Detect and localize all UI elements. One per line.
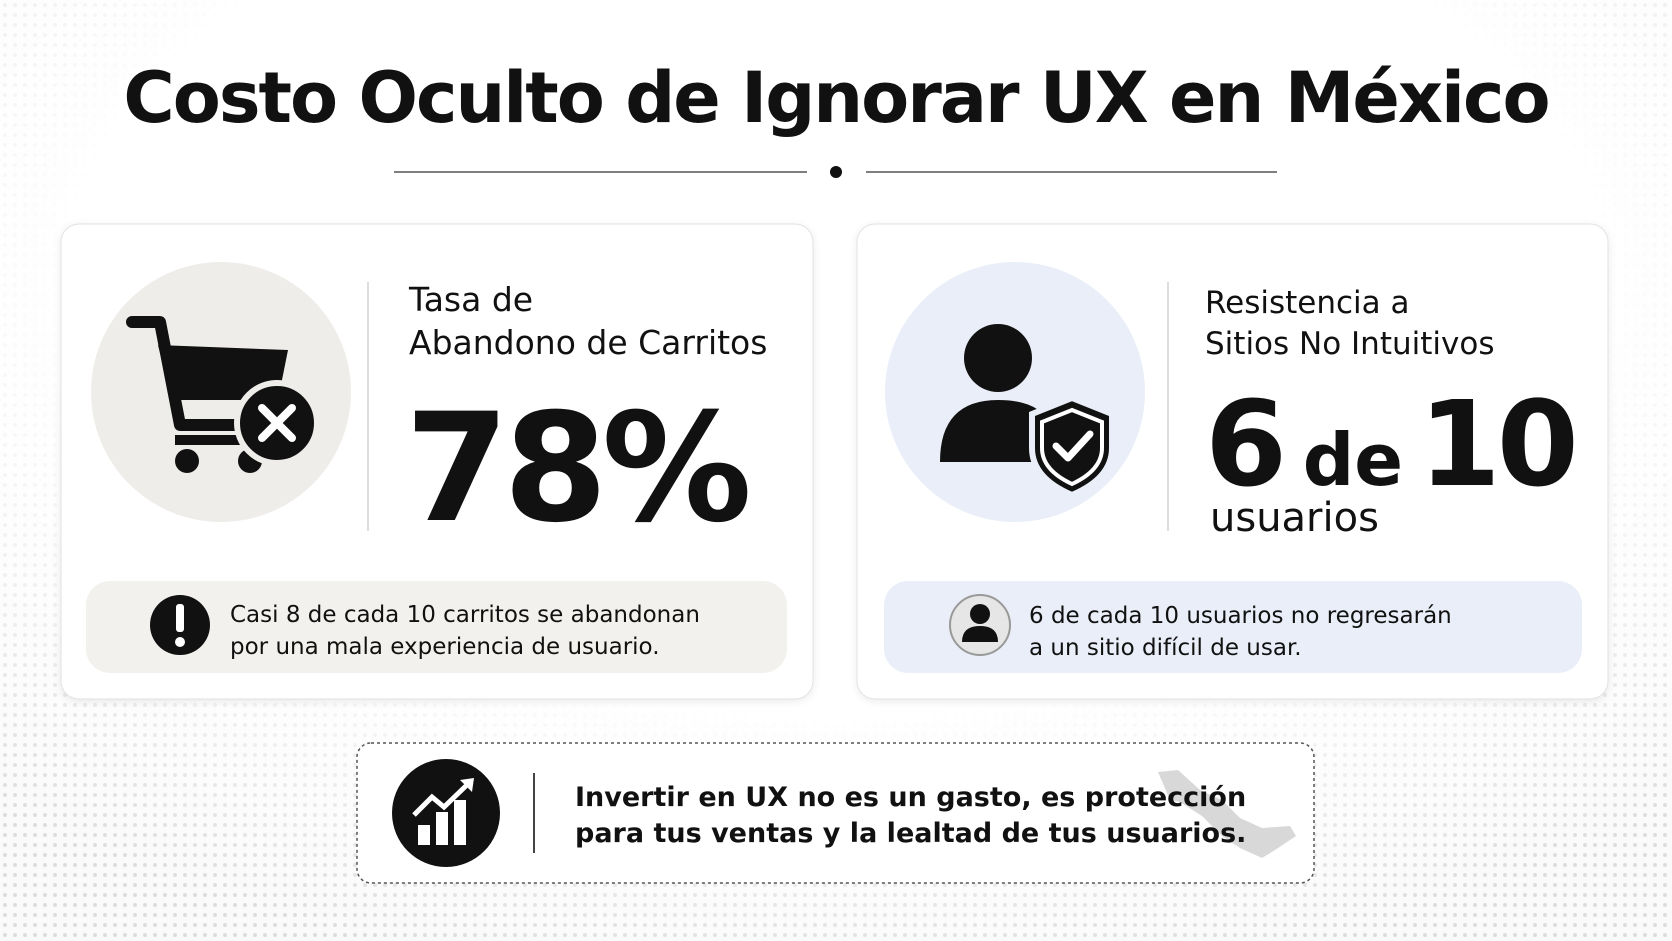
mexico-map xyxy=(1158,770,1296,858)
footer-text: para tus ventas y la lealtad de tus usua… xyxy=(575,818,1246,849)
note: Casi 8 de cada 10 carritos se abandonan xyxy=(230,602,700,628)
note: a un sitio difícil de usar. xyxy=(1029,635,1302,661)
user-shield-icon xyxy=(940,324,1115,499)
stat-part: de xyxy=(1303,418,1403,502)
card-title: Abandono de Carritos xyxy=(409,323,767,362)
note: por una mala experiencia de usuario. xyxy=(230,634,660,660)
stat-part: 6 xyxy=(1205,375,1287,513)
stat: 78% xyxy=(405,382,748,556)
stat-unit: usuarios xyxy=(1210,495,1379,541)
stat: 6 de 10 xyxy=(1205,375,1575,513)
growth-icon xyxy=(392,759,500,867)
title: Costo Oculto de Ignorar UX en México xyxy=(123,57,1548,139)
note-box xyxy=(86,581,787,673)
alert-icon xyxy=(150,595,210,655)
note: 6 de cada 10 usuarios no regresarán xyxy=(1029,603,1452,629)
divider-dot xyxy=(830,166,842,178)
user-icon xyxy=(949,594,1011,656)
card-title: Sitios No Intuitivos xyxy=(1205,326,1494,362)
icon-bg xyxy=(885,262,1145,522)
footer-box xyxy=(356,742,1315,884)
footer-text: Invertir en UX no es un gasto, es protec… xyxy=(575,782,1246,813)
card-title: Tasa de xyxy=(408,280,533,319)
stat-part: 10 xyxy=(1419,375,1575,513)
note-box xyxy=(884,581,1582,673)
cart-icon xyxy=(126,316,320,473)
card-title: Resistencia a xyxy=(1205,285,1410,321)
